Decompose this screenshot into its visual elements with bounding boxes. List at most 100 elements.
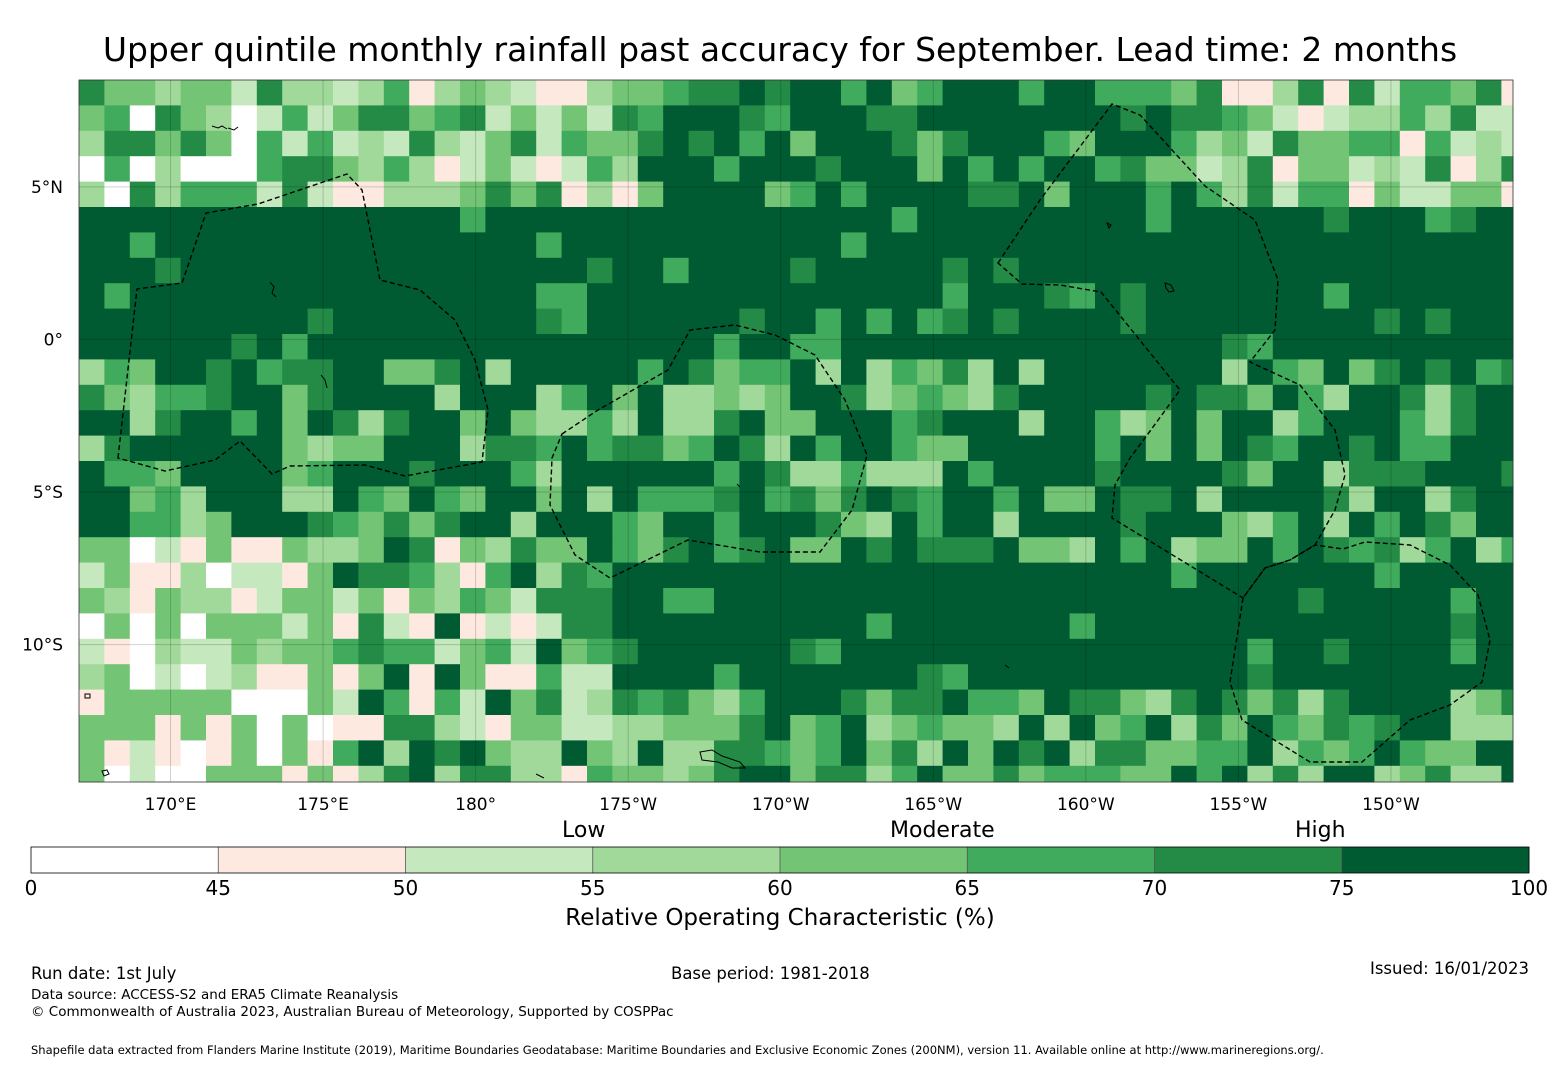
- longitude-tick-label: 170°W: [752, 795, 810, 815]
- grid-cell: [1171, 359, 1198, 386]
- grid-cell: [612, 562, 639, 589]
- grid-cell: [764, 283, 791, 310]
- grid-cell: [1196, 334, 1223, 360]
- grid-cell: [968, 765, 994, 783]
- grid-cell: [358, 715, 385, 741]
- grid-cell: [1171, 410, 1198, 437]
- grid-cell: [536, 410, 563, 437]
- grid-cell: [1272, 232, 1299, 259]
- grid-cell: [1095, 461, 1121, 487]
- grid-cell: [510, 181, 537, 208]
- grid-cell: [1476, 740, 1502, 767]
- grid-cell: [1222, 613, 1248, 640]
- grid-cell: [1196, 588, 1223, 614]
- grid-cell: [1095, 562, 1121, 589]
- grid-cell: [460, 232, 486, 259]
- grid-cell: [460, 105, 486, 132]
- grid-cell: [536, 689, 563, 716]
- grid-cell: [663, 664, 690, 691]
- grid-cell: [1450, 461, 1477, 487]
- grid-cell: [1171, 232, 1198, 259]
- grid-cell: [1196, 689, 1223, 716]
- grid-cell: [612, 537, 639, 564]
- grid-cell: [1044, 181, 1071, 208]
- grid-cell: [206, 613, 232, 640]
- grid-cell: [1399, 435, 1426, 462]
- grid-cell: [180, 359, 207, 386]
- grid-cell: [688, 130, 715, 157]
- grid-cell: [1323, 334, 1350, 360]
- longitude-tick-label: 175°E: [297, 795, 349, 815]
- grid-cell: [587, 664, 613, 691]
- grid-cell: [968, 232, 994, 259]
- grid-cell: [688, 156, 715, 183]
- map-gridlines: [79, 80, 1513, 782]
- grid-cell: [841, 334, 867, 360]
- grid-cell: [1145, 334, 1172, 360]
- grid-cell: [891, 334, 918, 360]
- island-outline: [227, 126, 239, 131]
- grid-cell: [307, 435, 334, 462]
- grid-cell: [1374, 638, 1401, 665]
- map-frame: [78, 79, 1514, 783]
- grid-cell: [561, 689, 588, 716]
- grid-cell: [739, 715, 766, 741]
- grid-cell: [1425, 207, 1452, 233]
- grid-cell: [739, 689, 766, 716]
- grid-cell: [815, 334, 842, 360]
- grid-cell: [917, 410, 944, 437]
- grid-cell: [1018, 283, 1045, 310]
- grid-cell: [155, 588, 182, 614]
- grid-cell: [993, 130, 1020, 157]
- grid-cell: [1018, 765, 1045, 783]
- grid-cell: [1374, 308, 1401, 335]
- grid-cell: [434, 257, 461, 284]
- grid-cell: [1120, 562, 1147, 589]
- grid-cell: [891, 435, 918, 462]
- grid-cell: [256, 461, 283, 487]
- latitude-tick-label: 0°: [44, 330, 63, 350]
- grid-cell: [129, 334, 156, 360]
- grid-cell: [256, 664, 283, 691]
- grid-cell: [1171, 181, 1198, 208]
- grid-cell: [917, 715, 944, 741]
- longitude-tick-labels: 170°E 175°E 180° 175°W 170°W 165°W 160°W 155°W 1…: [145, 795, 1420, 815]
- grid-cell: [1425, 410, 1452, 437]
- grid-cell: [434, 715, 461, 741]
- grid-cell: [637, 105, 664, 132]
- grid-cell: [1349, 562, 1375, 589]
- grid-cell: [968, 638, 994, 665]
- grid-cell: [1323, 410, 1350, 437]
- grid-cell: [942, 156, 969, 183]
- grid-cell: [155, 511, 182, 538]
- grid-cell: [231, 410, 258, 437]
- grid-cell: [485, 80, 512, 106]
- grid-cell: [612, 130, 639, 157]
- grid-cell: [968, 410, 994, 437]
- grid-cell: [256, 486, 283, 513]
- grid-cell: [1018, 384, 1045, 411]
- shapefile-credit: Shapefile data extracted from Flanders M…: [31, 1043, 1324, 1057]
- grid-cell: [485, 511, 512, 538]
- grid-cell: [1349, 181, 1375, 208]
- grid-cell: [1044, 156, 1071, 183]
- grid-cell: [1323, 257, 1350, 284]
- grid-cell: [764, 740, 791, 767]
- grid-cell: [409, 435, 436, 462]
- grid-cell: [1222, 689, 1248, 716]
- grid-cell: [1374, 80, 1401, 106]
- grid-cell: [1298, 613, 1325, 640]
- grid-cell: [231, 511, 258, 538]
- grid-cell: [1018, 257, 1045, 284]
- grid-cell: [282, 257, 309, 284]
- grid-cell: [1196, 765, 1223, 783]
- grid-cell: [460, 562, 486, 589]
- grid-cell: [1374, 511, 1401, 538]
- grid-cell: [1018, 156, 1045, 183]
- grid-cell: [79, 638, 105, 665]
- grid-cell: [866, 562, 893, 589]
- grid-cell: [1450, 130, 1477, 157]
- grid-cell: [866, 689, 893, 716]
- grid-cell: [1044, 105, 1071, 132]
- colorbar-segment: [967, 847, 1155, 873]
